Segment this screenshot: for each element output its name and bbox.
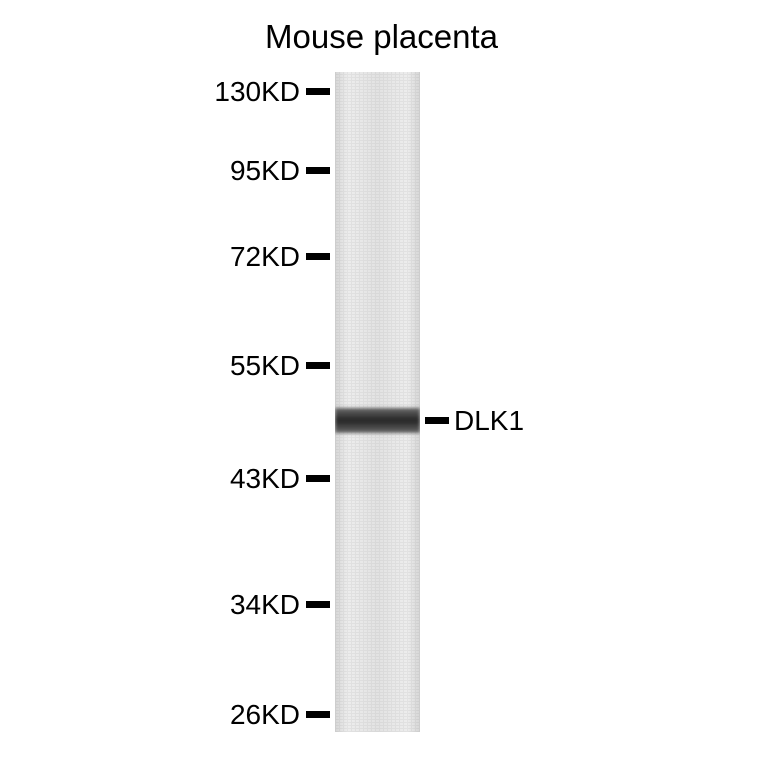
marker-label-95KD: 95KD [230,155,300,187]
marker-tick-26KD [306,711,330,718]
lane-texture [335,72,420,732]
blot-figure: Mouse placenta 130KD 95KD 72KD 55KD 43KD 34KD… [0,0,764,764]
marker-label-34KD: 34KD [230,589,300,621]
marker-label-55KD: 55KD [230,350,300,382]
marker-tick-43KD [306,475,330,482]
marker-label-72KD: 72KD [230,241,300,273]
band-dlk1 [335,408,420,433]
marker-tick-72KD [306,253,330,260]
marker-tick-34KD [306,601,330,608]
marker-tick-95KD [306,167,330,174]
band-label-dlk1: DLK1 [454,405,524,437]
marker-tick-130KD [306,88,330,95]
band-tick-dlk1 [425,417,449,424]
marker-label-130KD: 130KD [214,76,300,108]
marker-label-43KD: 43KD [230,463,300,495]
marker-label-26KD: 26KD [230,699,300,731]
blot-lane [335,72,420,732]
sample-title: Mouse placenta [265,18,498,56]
marker-tick-55KD [306,362,330,369]
